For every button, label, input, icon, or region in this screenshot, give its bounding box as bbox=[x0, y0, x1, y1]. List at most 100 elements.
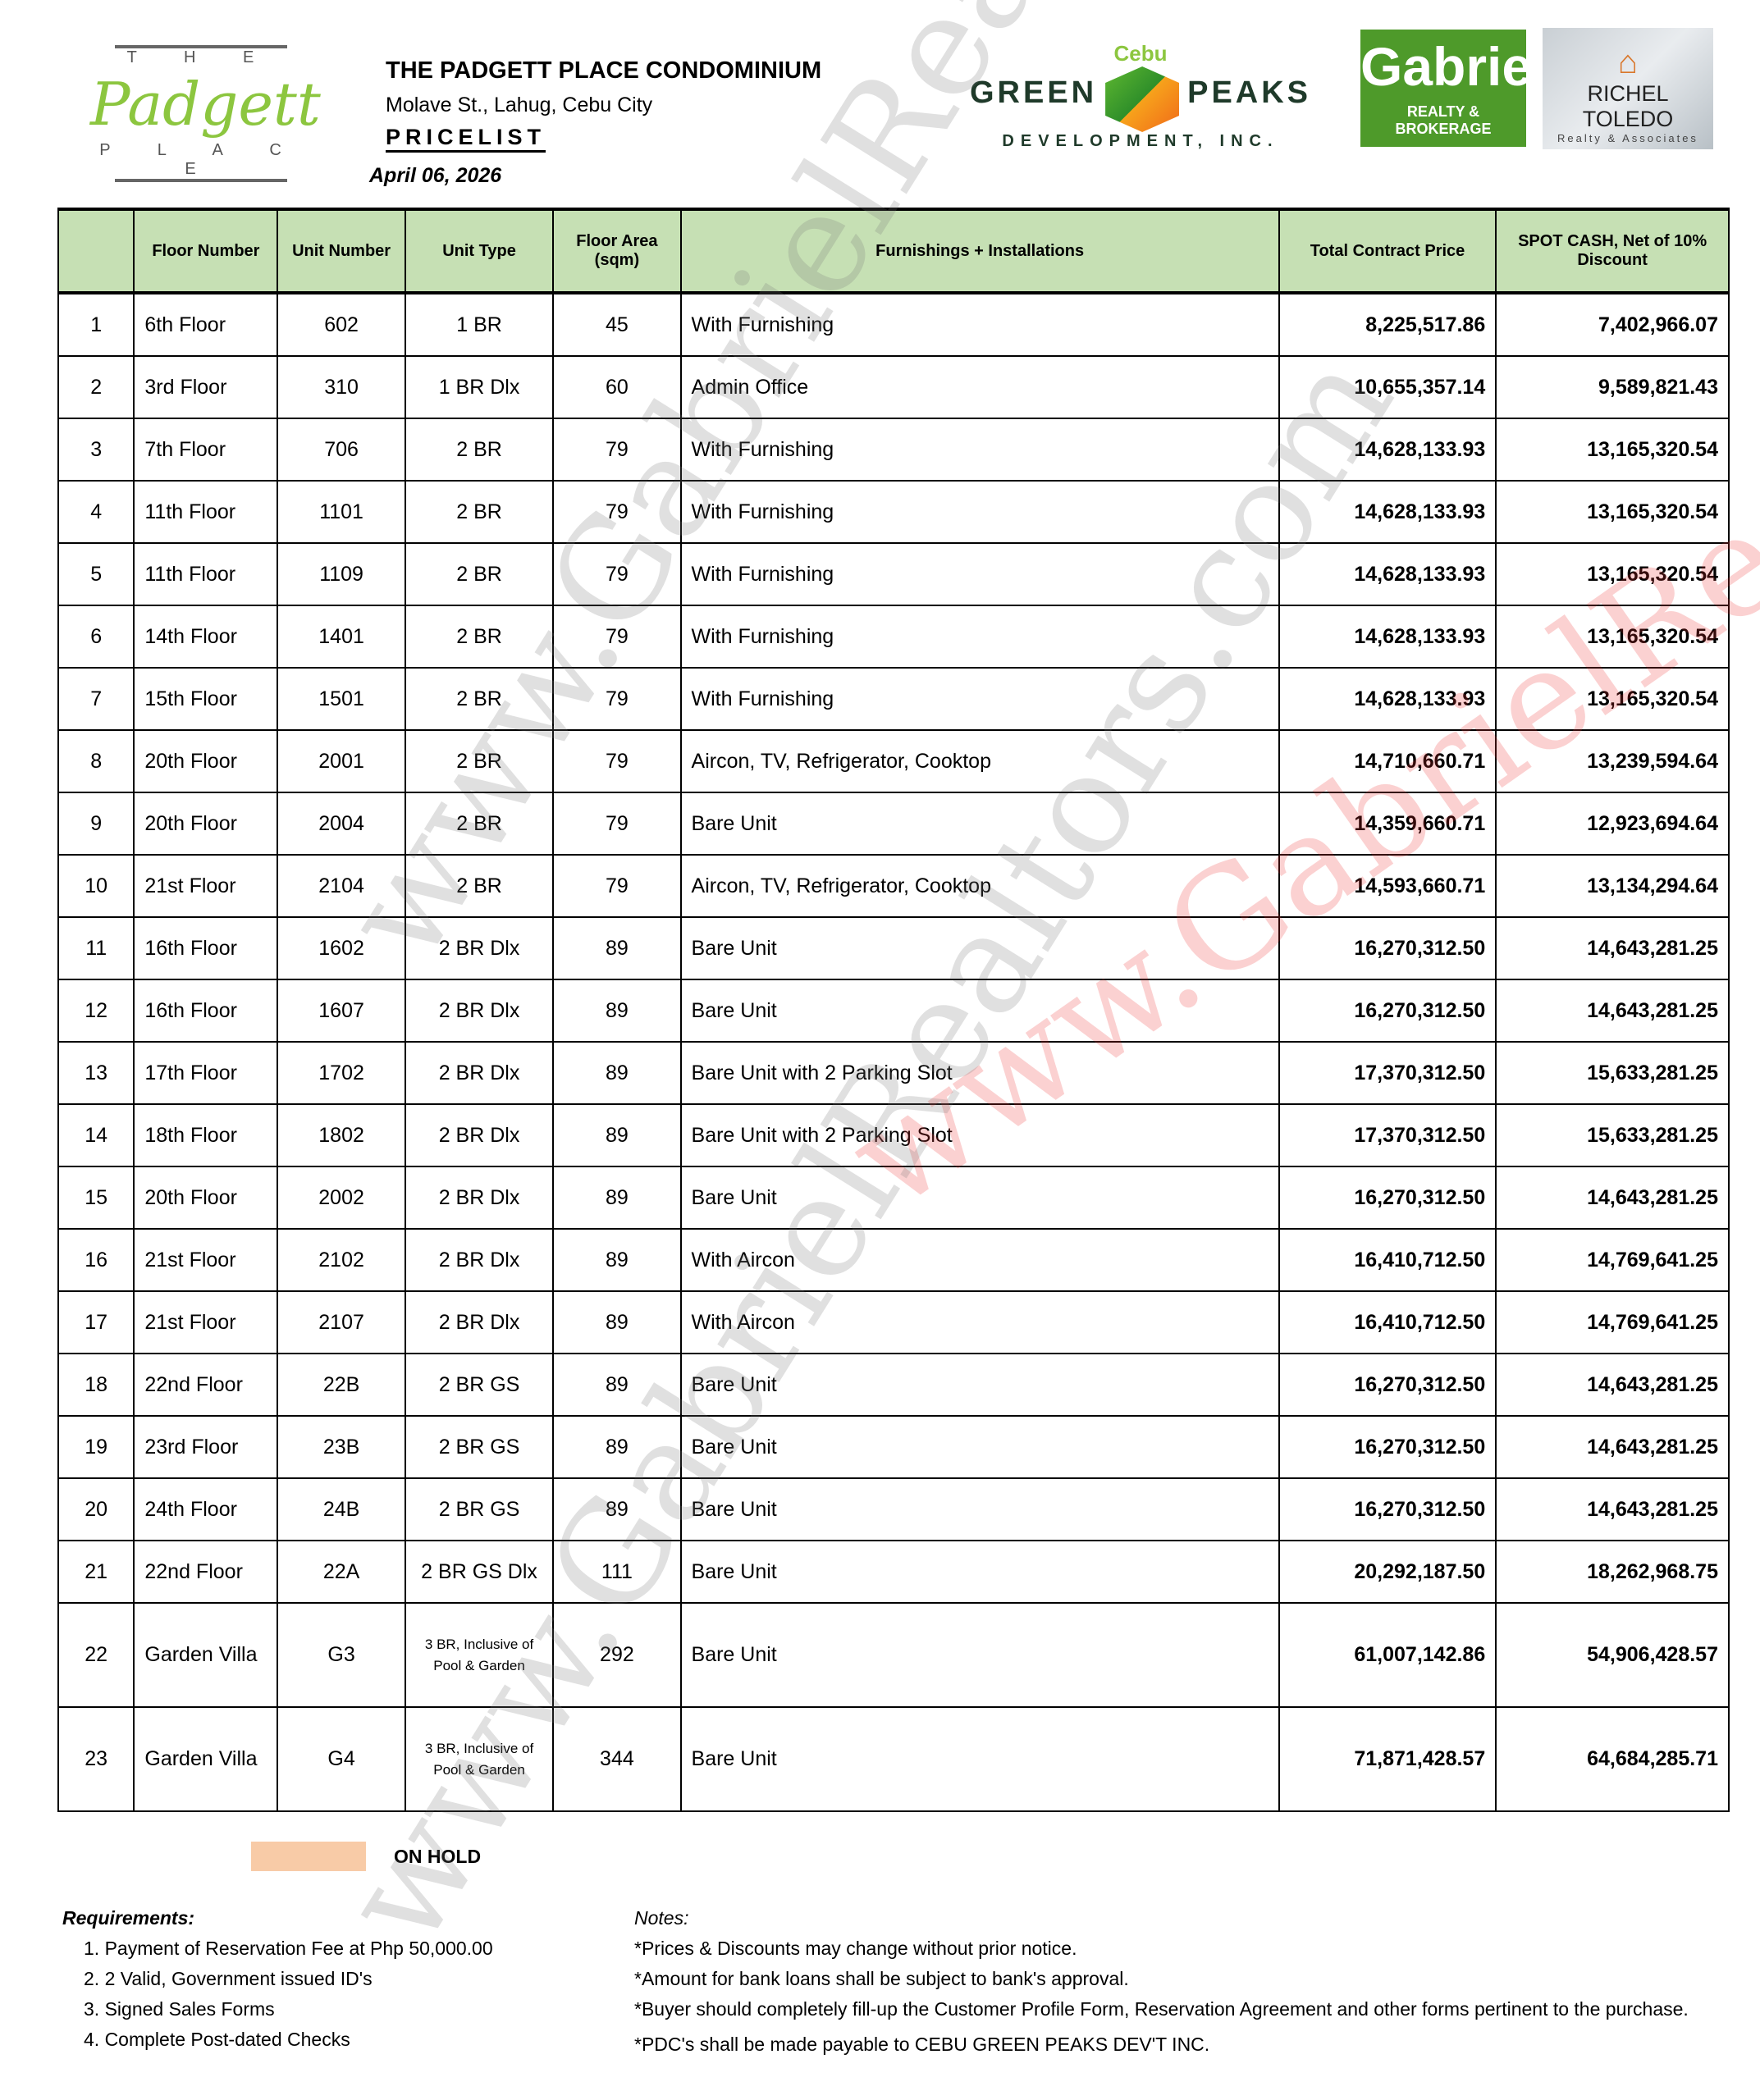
column-header: Floor Number bbox=[133, 208, 279, 294]
unit-number: 1109 bbox=[277, 542, 406, 606]
floor-area: 89 bbox=[552, 979, 682, 1043]
spot-cash-price: 14,769,641.25 bbox=[1495, 1228, 1730, 1292]
floor-number: 11th Floor bbox=[133, 542, 279, 606]
table-row: 3 7th Floor 706 2 BR 79 With Furnishing 14,628… bbox=[57, 418, 1730, 482]
furnishings: Bare Unit bbox=[679, 1353, 1280, 1417]
note-item: *Prices & Discounts may change without p… bbox=[634, 1938, 1077, 1959]
furnishings: Bare Unit bbox=[679, 1477, 1280, 1541]
cebu-green-peaks-logo: Cebu GREEN PEAKS DEVELOPMENT, INC. bbox=[969, 41, 1312, 150]
unit-number: 1602 bbox=[277, 916, 406, 980]
row-number: 2 bbox=[57, 355, 135, 419]
floor-number: 3rd Floor bbox=[133, 355, 279, 419]
floor-area: 79 bbox=[552, 480, 682, 544]
requirements: Requirements: 1. Payment of Reservation … bbox=[62, 1903, 493, 2055]
floor-area: 89 bbox=[552, 1415, 682, 1479]
spot-cash-price: 15,633,281.25 bbox=[1495, 1041, 1730, 1105]
row-number: 7 bbox=[57, 667, 135, 731]
page-title: THE PADGETT PLACE CONDOMINIUM bbox=[386, 57, 822, 84]
row-number: 14 bbox=[57, 1103, 135, 1167]
floor-area: 89 bbox=[552, 1353, 682, 1417]
row-number: 12 bbox=[57, 979, 135, 1043]
table-row: 22 Garden Villa G3 3 BR, Inclusive of Pool … bbox=[57, 1602, 1730, 1708]
table-row: 8 20th Floor 2001 2 BR 79 Aircon, TV, Refrige… bbox=[57, 729, 1730, 793]
furnishings: Bare Unit bbox=[679, 1602, 1280, 1708]
table-row: 2 3rd Floor 310 1 BR Dlx 60 Admin Office 10,65… bbox=[57, 355, 1730, 419]
spot-cash-price: 13,165,320.54 bbox=[1495, 605, 1730, 669]
unit-type: 2 BR Dlx bbox=[404, 1103, 555, 1167]
row-number: 4 bbox=[57, 480, 135, 544]
row-number: 3 bbox=[57, 418, 135, 482]
unit-number: 1702 bbox=[277, 1041, 406, 1105]
furnishings: Aircon, TV, Refrigerator, Cooktop bbox=[679, 729, 1280, 793]
floor-area: 89 bbox=[552, 1166, 682, 1230]
spot-cash-price: 18,262,968.75 bbox=[1495, 1540, 1730, 1604]
floor-area: 89 bbox=[552, 916, 682, 980]
row-number: 1 bbox=[57, 292, 135, 357]
unit-number: 22B bbox=[277, 1353, 406, 1417]
spot-cash-price: 13,165,320.54 bbox=[1495, 480, 1730, 544]
column-header: Total Contract Price bbox=[1278, 208, 1497, 294]
floor-area: 79 bbox=[552, 418, 682, 482]
unit-type: 2 BR Dlx bbox=[404, 1290, 555, 1354]
floor-area: 79 bbox=[552, 605, 682, 669]
floor-area: 89 bbox=[552, 1041, 682, 1105]
spot-cash-price: 54,906,428.57 bbox=[1495, 1602, 1730, 1708]
spot-cash-price: 9,589,821.43 bbox=[1495, 355, 1730, 419]
furnishings: With Furnishing bbox=[679, 292, 1280, 357]
notes: Notes: *Prices & Discounts may change wi… bbox=[634, 1903, 1701, 2060]
total-contract-price: 16,270,312.50 bbox=[1278, 1353, 1497, 1417]
table-row: 7 15th Floor 1501 2 BR 79 With Furnishing 14,6… bbox=[57, 667, 1730, 731]
table-row: 18 22nd Floor 22B 2 BR GS 89 Bare Unit 16,270,… bbox=[57, 1353, 1730, 1417]
floor-area: 79 bbox=[552, 667, 682, 731]
row-number: 22 bbox=[57, 1602, 135, 1708]
table-row: 16 21st Floor 2102 2 BR Dlx 89 With Aircon 16,… bbox=[57, 1228, 1730, 1292]
unit-type: 1 BR bbox=[404, 292, 555, 357]
total-contract-price: 20,292,187.50 bbox=[1278, 1540, 1497, 1604]
furnishings: With Furnishing bbox=[679, 542, 1280, 606]
floor-area: 60 bbox=[552, 355, 682, 419]
unit-type: 3 BR, Inclusive of Pool & Garden bbox=[404, 1602, 555, 1708]
furnishings: Bare Unit bbox=[679, 792, 1280, 856]
requirement-item: 4. Complete Post-dated Checks bbox=[84, 2029, 350, 2050]
unit-type: 2 BR GS Dlx bbox=[404, 1540, 555, 1604]
spot-cash-price: 64,684,285.71 bbox=[1495, 1706, 1730, 1812]
floor-number: 11th Floor bbox=[133, 480, 279, 544]
row-number: 20 bbox=[57, 1477, 135, 1541]
floor-area: 79 bbox=[552, 729, 682, 793]
spot-cash-price: 7,402,966.07 bbox=[1495, 292, 1730, 357]
spot-cash-price: 13,134,294.64 bbox=[1495, 854, 1730, 918]
spot-cash-price: 13,239,594.64 bbox=[1495, 729, 1730, 793]
floor-area: 45 bbox=[552, 292, 682, 357]
total-contract-price: 8,225,517.86 bbox=[1278, 292, 1497, 357]
total-contract-price: 17,370,312.50 bbox=[1278, 1041, 1497, 1105]
unit-type: 2 BR bbox=[404, 480, 555, 544]
total-contract-price: 14,593,660.71 bbox=[1278, 854, 1497, 918]
table-row: 23 Garden Villa G4 3 BR, Inclusive of Pool … bbox=[57, 1706, 1730, 1812]
requirement-item: 2. 2 Valid, Government issued ID's bbox=[84, 1968, 373, 1989]
on-hold-label: ON HOLD bbox=[394, 1846, 482, 1867]
unit-type: 1 BR Dlx bbox=[404, 355, 555, 419]
table-row: 17 21st Floor 2107 2 BR Dlx 89 With Aircon 16,… bbox=[57, 1290, 1730, 1354]
unit-number: 2104 bbox=[277, 854, 406, 918]
unit-number: G3 bbox=[277, 1602, 406, 1708]
spot-cash-price: 14,643,281.25 bbox=[1495, 1166, 1730, 1230]
floor-area: 292 bbox=[552, 1602, 682, 1708]
furnishings: Bare Unit with 2 Parking Slot bbox=[679, 1041, 1280, 1105]
furnishings: With Aircon bbox=[679, 1228, 1280, 1292]
row-number: 23 bbox=[57, 1706, 135, 1812]
unit-number: 706 bbox=[277, 418, 406, 482]
floor-number: 20th Floor bbox=[133, 729, 279, 793]
row-number: 9 bbox=[57, 792, 135, 856]
row-number: 5 bbox=[57, 542, 135, 606]
total-contract-price: 16,270,312.50 bbox=[1278, 1166, 1497, 1230]
note-item: *PDC's shall be made payable to CEBU GRE… bbox=[634, 2034, 1210, 2055]
column-header: Unit Number bbox=[277, 208, 406, 294]
spot-cash-price: 14,643,281.25 bbox=[1495, 916, 1730, 980]
floor-area: 89 bbox=[552, 1477, 682, 1541]
floor-number: 21st Floor bbox=[133, 1228, 279, 1292]
unit-type: 2 BR bbox=[404, 542, 555, 606]
row-number: 18 bbox=[57, 1353, 135, 1417]
floor-number: 16th Floor bbox=[133, 979, 279, 1043]
row-number: 21 bbox=[57, 1540, 135, 1604]
total-contract-price: 16,410,712.50 bbox=[1278, 1290, 1497, 1354]
